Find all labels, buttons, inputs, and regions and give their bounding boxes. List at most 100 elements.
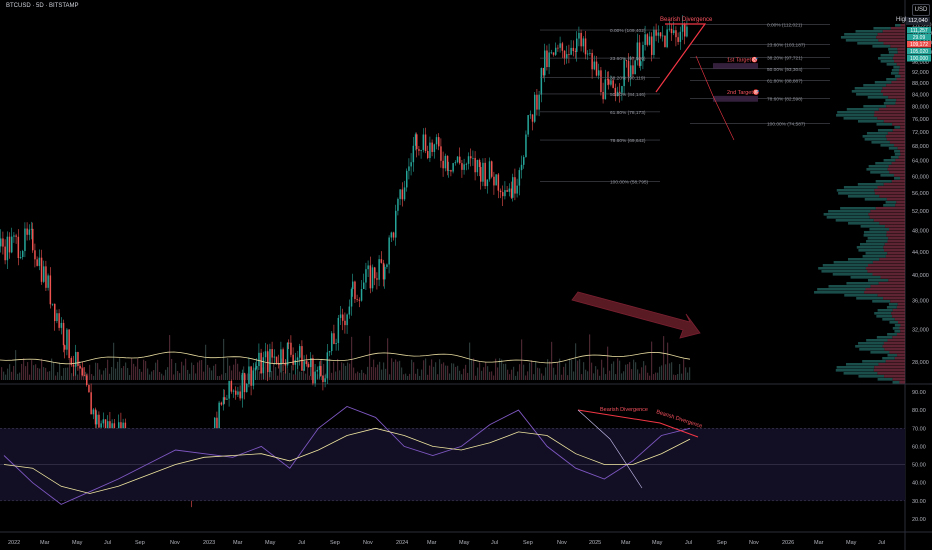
volume-bar (85, 371, 87, 380)
volume-bar (529, 362, 531, 380)
volume-bar (427, 374, 429, 380)
volume-bar (561, 374, 563, 380)
volume-profile-bar-up (856, 93, 883, 96)
candle-body (410, 162, 412, 167)
currency-button[interactable]: USD (912, 4, 930, 16)
volume-profile-bar-down (888, 279, 905, 282)
volume-profile-bar-up (883, 204, 896, 207)
volume-bar (613, 361, 615, 380)
volume-profile-bar-down (899, 327, 905, 330)
volume-bar (15, 350, 17, 380)
volume-bar (329, 358, 331, 380)
rsi-ma-line (3, 427, 691, 494)
candle-body (557, 47, 559, 49)
candle-body (542, 67, 545, 76)
target-path-line (695, 55, 735, 141)
price-badge (907, 41, 931, 48)
candle-body (51, 303, 54, 305)
volume-bar (11, 371, 13, 380)
time-axis-label: 2023 (203, 540, 215, 546)
candle-body (642, 44, 644, 62)
volume-bar (197, 362, 199, 380)
candle-body (520, 164, 523, 171)
volume-profile-bar-down (898, 321, 905, 324)
volume-profile-bar-up (868, 165, 889, 168)
volume-profile-bar-up (892, 381, 900, 384)
candle-body (6, 236, 9, 261)
candle-body (478, 159, 481, 168)
volume-bar (155, 362, 157, 380)
candle-body (271, 349, 273, 358)
candle-body (344, 320, 346, 326)
volume-bar (497, 367, 499, 380)
time-axis-label: Jul (104, 540, 111, 546)
volume-bar (63, 368, 65, 380)
volume-bar (527, 371, 529, 380)
candle-body (299, 346, 301, 358)
volume-bar (615, 374, 617, 380)
volume-bar (553, 367, 555, 380)
volume-profile-bar-up (856, 246, 884, 249)
candle-body (303, 361, 305, 371)
fib-level-label: 50.00% (93,304) (767, 67, 803, 73)
volume-bar (357, 371, 359, 380)
volume-profile-bar-down (890, 27, 905, 30)
volume-profile-bar-down (900, 24, 905, 27)
candle-body (456, 156, 459, 163)
candle-body (406, 170, 408, 188)
volume-bar (153, 370, 155, 380)
volume-bar (187, 369, 189, 380)
volume-profile-bar-down (891, 180, 905, 183)
volume-profile-bar-down (891, 81, 905, 84)
candle-body (390, 232, 393, 238)
volume-bars (1, 334, 691, 380)
candle-body (32, 228, 34, 251)
fib-level-label: 0.00% (112,021) (767, 22, 803, 28)
volume-bar (429, 365, 431, 380)
volume-profile-bar-up (864, 198, 887, 201)
candle-body (510, 188, 513, 198)
candle-body (638, 42, 641, 66)
candle-body (670, 28, 673, 34)
volume-profile-bar-down (882, 345, 905, 348)
candle-body (550, 52, 553, 54)
volume-profile-bar-up (863, 84, 887, 87)
volume-profile-bar-down (876, 36, 905, 39)
candle-body (77, 352, 79, 366)
volume-profile-bar-up (833, 261, 873, 264)
candle-body (679, 31, 682, 42)
volume-bar (455, 366, 457, 380)
price-axis-label: 64,000 (912, 159, 929, 165)
volume-profile-bar-up (851, 90, 882, 93)
volume-profile-bar-down (890, 300, 905, 303)
volume-bar (417, 368, 419, 380)
volume-bar (359, 372, 361, 380)
candle-body (248, 366, 250, 384)
candle-body (363, 282, 365, 289)
candle-body (486, 179, 489, 187)
candle-body (459, 156, 461, 164)
time-axis-label: 2022 (8, 540, 20, 546)
volume-profile-bar-down (887, 168, 905, 171)
volume-profile-bar-down (888, 96, 905, 99)
volume-bar (5, 374, 7, 380)
volume-bar (635, 362, 637, 380)
volume-bar (405, 373, 407, 380)
candle-body (94, 409, 97, 425)
volume-bar (551, 341, 553, 380)
volume-bar (231, 370, 233, 380)
volume-profile-bar-down (877, 186, 905, 189)
volume-bar (143, 359, 145, 380)
volume-bar (79, 361, 81, 380)
volume-bar (41, 358, 43, 380)
volume-bar (419, 375, 421, 380)
volume-profile-bar-up (871, 141, 890, 144)
candle-body (72, 364, 75, 367)
volume-bar (629, 362, 631, 380)
volume-bar (371, 366, 373, 380)
symbol-label[interactable]: BTCUSD · 5D · BITSTAMP (6, 3, 79, 9)
time-axis-label: Sep (523, 540, 533, 546)
candle-body (568, 54, 570, 55)
volume-bar (679, 364, 681, 380)
